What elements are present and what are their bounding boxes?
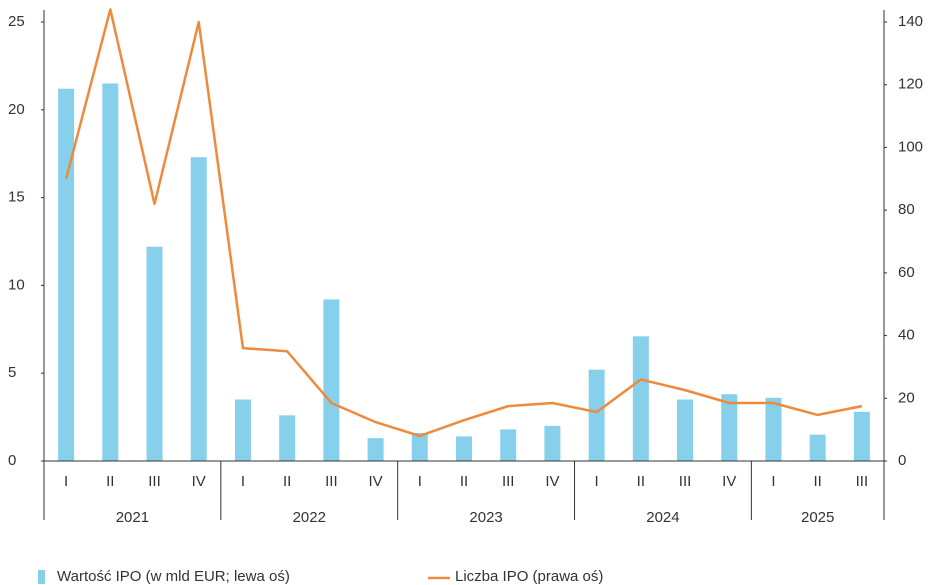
x-tick-label: IV [368, 473, 382, 490]
x-tick-label: III [679, 473, 692, 490]
x-tick-label: III [148, 473, 161, 490]
legend-label: Liczba IPO (prawa oś) [455, 568, 603, 585]
group-label: 2024 [646, 509, 679, 526]
x-tick-label: III [502, 473, 515, 490]
bar [367, 438, 384, 461]
bar [500, 429, 517, 461]
x-tick-label: II [106, 473, 114, 490]
y2-tick-label: 80 [898, 201, 915, 218]
bar [58, 88, 75, 461]
y-tick-label: 25 [8, 13, 25, 30]
bar [279, 415, 296, 461]
bar [632, 336, 649, 461]
x-tick-label: IV [722, 473, 736, 490]
y2-tick-label: 60 [898, 264, 915, 281]
x-tick-label: IV [192, 473, 206, 490]
legend-swatch [38, 570, 45, 584]
bar [588, 369, 605, 461]
x-tick-label: II [283, 473, 291, 490]
bar [102, 83, 119, 462]
bar [721, 394, 738, 461]
y2-tick-label: 20 [898, 389, 915, 406]
y2-tick-label: 140 [898, 13, 923, 30]
bar [411, 432, 428, 461]
group-label: 2023 [469, 509, 502, 526]
bar [677, 399, 694, 461]
y2-tick-label: 100 [898, 138, 923, 155]
legend-label: Wartość IPO (w mld EUR; lewa oś) [57, 568, 290, 585]
x-tick-label: III [325, 473, 338, 490]
y2-tick-label: 0 [898, 452, 906, 469]
y2-tick-label: 120 [898, 76, 923, 93]
y-tick-label: 15 [8, 189, 25, 206]
line [64, 8, 863, 438]
bar [234, 399, 251, 461]
y-tick-label: 10 [8, 276, 25, 293]
y-tick-label: 20 [8, 101, 25, 118]
x-tick-label: III [856, 473, 869, 490]
bar [809, 434, 826, 461]
x-tick-label: I [241, 473, 245, 490]
group-label: 2022 [293, 509, 326, 526]
x-tick-label: I [771, 473, 775, 490]
x-tick-label: I [64, 473, 68, 490]
y2-tick-label: 40 [898, 327, 915, 344]
group-label: 2025 [801, 509, 834, 526]
bar [190, 157, 207, 461]
group-label: 2021 [116, 509, 149, 526]
x-tick-label: I [418, 473, 422, 490]
bar [853, 411, 870, 461]
bar [146, 246, 163, 461]
x-tick-label: II [637, 473, 645, 490]
x-tick-label: IV [545, 473, 559, 490]
x-tick-label: II [814, 473, 822, 490]
bar [765, 397, 782, 461]
y-tick-label: 5 [8, 364, 16, 381]
bar [456, 436, 472, 461]
x-tick-label: I [595, 473, 599, 490]
x-tick-label: II [460, 473, 468, 490]
bar [323, 299, 340, 461]
bar [544, 425, 561, 461]
y-tick-label: 0 [8, 452, 16, 469]
